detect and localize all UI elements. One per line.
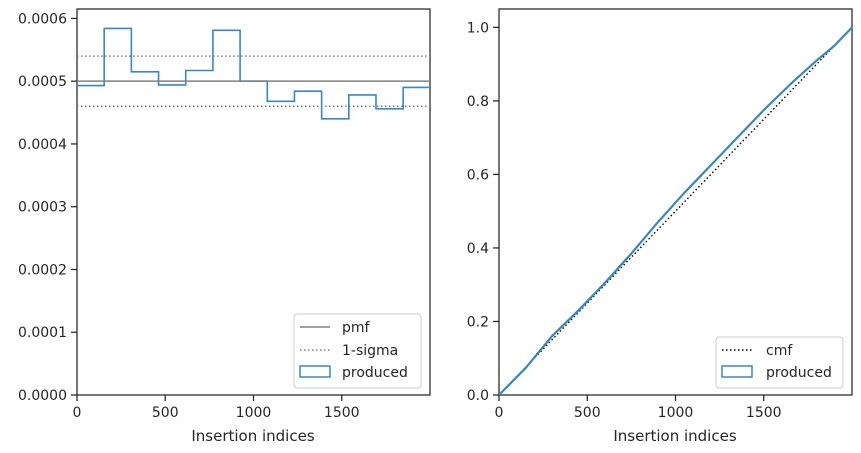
x-tick-label: 500 (574, 405, 601, 421)
y-tick-label: 0.4 (467, 241, 489, 257)
x-tick-label: 500 (152, 405, 179, 421)
y-tick-label: 0.0005 (18, 74, 67, 90)
legend-swatch-produced (299, 365, 331, 378)
y-tick-label: 0.0001 (18, 325, 67, 341)
y-tick-label: 0.0000 (18, 388, 67, 404)
y-tick-label: 0.2 (467, 314, 489, 330)
legend-label-produced: produced (342, 365, 408, 381)
x-axis-ticks: 0 500 1000 1500 (73, 395, 360, 421)
x-tick-label: 0 (73, 405, 82, 421)
x-tick-label: 1500 (746, 405, 782, 421)
y-tick-label: 0.0 (467, 388, 489, 404)
series-produced (77, 27, 430, 120)
legend-label-1-sigma: 1-sigma (342, 343, 398, 359)
x-tick-label: 1500 (324, 405, 360, 421)
y-axis-ticks: 0.0 0.2 0.4 0.6 0.8 1.0 (467, 20, 499, 404)
series-produced (498, 26, 853, 396)
x-axis-label: Insertion indices (191, 427, 314, 445)
x-tick-label: 1000 (658, 405, 694, 421)
y-tick-label: 0.0006 (18, 11, 67, 27)
legend-label-pmf: pmf (342, 320, 371, 336)
plot-content (498, 26, 853, 396)
series-cmf (498, 26, 853, 396)
y-tick-label: 0.0003 (18, 200, 67, 216)
pmf-histogram-panel: 0 500 1000 1500 0.00000.00010.00020.00030.0… (18, 8, 431, 445)
x-tick-label: 1000 (236, 405, 272, 421)
cmf-panel: 0 500 1000 1500 0.0 0.2 0.4 0.6 0.8 1.0 Insertio… (467, 8, 853, 445)
y-tick-label: 0.0004 (18, 137, 67, 153)
x-tick-label: 0 (495, 405, 504, 421)
x-axis-label: Insertion indices (613, 427, 736, 445)
legend-box (293, 313, 422, 389)
legend: pmf 1-sigma produced (293, 313, 422, 389)
y-axis-ticks: 0.0000 0.0001 0.0002 0.0003 0.0004 0.0005 0.00… (18, 11, 77, 404)
legend-box (715, 336, 844, 389)
y-tick-label: 0.6 (467, 167, 489, 183)
y-tick-label: 0.8 (467, 94, 489, 110)
legend-swatch-produced (721, 365, 753, 378)
y-tick-label: 0.0002 (18, 262, 67, 278)
y-tick-label: 1.0 (467, 20, 489, 36)
legend-label-produced: produced (766, 365, 832, 381)
legend: cmf produced (715, 336, 844, 389)
legend-label-cmf: cmf (766, 343, 793, 359)
plot-content (77, 27, 430, 120)
x-axis-ticks: 0 500 1000 1500 (495, 395, 782, 421)
